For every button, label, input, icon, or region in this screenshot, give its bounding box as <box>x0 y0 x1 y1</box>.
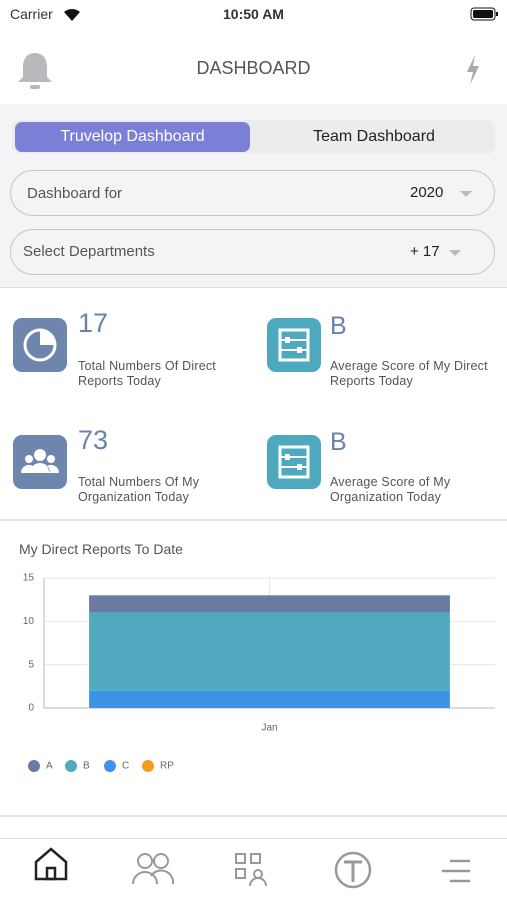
y-tick-label: 15 <box>23 573 35 584</box>
chart: 0 5 10 15 Jan A B C RP <box>23 573 495 772</box>
department-dropdown[interactable] <box>10 229 495 275</box>
legend-label: B <box>83 761 90 772</box>
stat-label: Average Score of My Organization Today <box>330 475 451 504</box>
pie-icon <box>13 318 67 372</box>
team-tab[interactable] <box>130 850 176 888</box>
legend-swatch <box>28 760 40 772</box>
legend-label: A <box>46 761 53 772</box>
stat-value: 17 <box>78 308 109 338</box>
tab-bar-bottom <box>0 838 507 900</box>
stat-value: 73 <box>78 425 109 455</box>
y-tick-label: 5 <box>28 659 34 670</box>
year-dropdown[interactable] <box>10 170 495 216</box>
bar-segment <box>89 595 450 613</box>
legend-label: C <box>122 761 129 772</box>
y-tick-label: 10 <box>23 616 35 627</box>
carrier: Carrier <box>10 6 53 22</box>
chart-title: My Direct Reports To Date <box>19 541 183 557</box>
group-icon <box>13 435 67 489</box>
tab[interactable]: Team Dashboard <box>313 128 435 145</box>
home-tab[interactable] <box>32 845 70 883</box>
tab-active[interactable]: Truvelop Dashboard <box>15 122 250 152</box>
divider <box>0 815 507 817</box>
legend-swatch <box>65 760 77 772</box>
legend-label: RP <box>160 761 174 772</box>
divider <box>0 519 507 521</box>
clock: 10:50 AM <box>223 6 284 22</box>
dropdown-label: Dashboard for <box>27 185 123 202</box>
dropdown-value: 2020 <box>410 184 444 201</box>
menu-tab[interactable] <box>440 858 472 884</box>
legend-swatch <box>104 760 116 772</box>
abacus-icon <box>267 435 321 489</box>
dropdown-label: Select Departments <box>23 243 155 260</box>
caret <box>449 250 461 256</box>
dropdown-value: + 17 <box>410 243 440 260</box>
wifi-icon <box>64 8 80 21</box>
divider <box>0 287 507 288</box>
bar-segment <box>89 690 450 708</box>
y-tick-label: 0 <box>28 703 34 714</box>
abacus-icon <box>267 318 321 372</box>
scan-tab[interactable] <box>234 852 270 888</box>
bar-segment <box>89 612 450 691</box>
header-title: DASHBOARD <box>196 58 311 78</box>
flash-button[interactable] <box>464 54 482 86</box>
legend-swatch <box>142 760 154 772</box>
battery-icon <box>470 7 498 21</box>
stat-label: Total Numbers Of Direct Reports Today <box>78 359 216 388</box>
caret <box>460 191 472 197</box>
x-tick-label: Jan <box>261 723 277 734</box>
stat-label: Average Score of My Direct Reports Today <box>330 359 488 388</box>
notification-bell[interactable] <box>16 50 54 92</box>
stat-value: B <box>330 428 347 456</box>
truvelop-tab[interactable] <box>333 850 373 890</box>
stat-label: Total Numbers Of My Organization Today <box>78 475 200 504</box>
stat-value: B <box>330 312 347 340</box>
